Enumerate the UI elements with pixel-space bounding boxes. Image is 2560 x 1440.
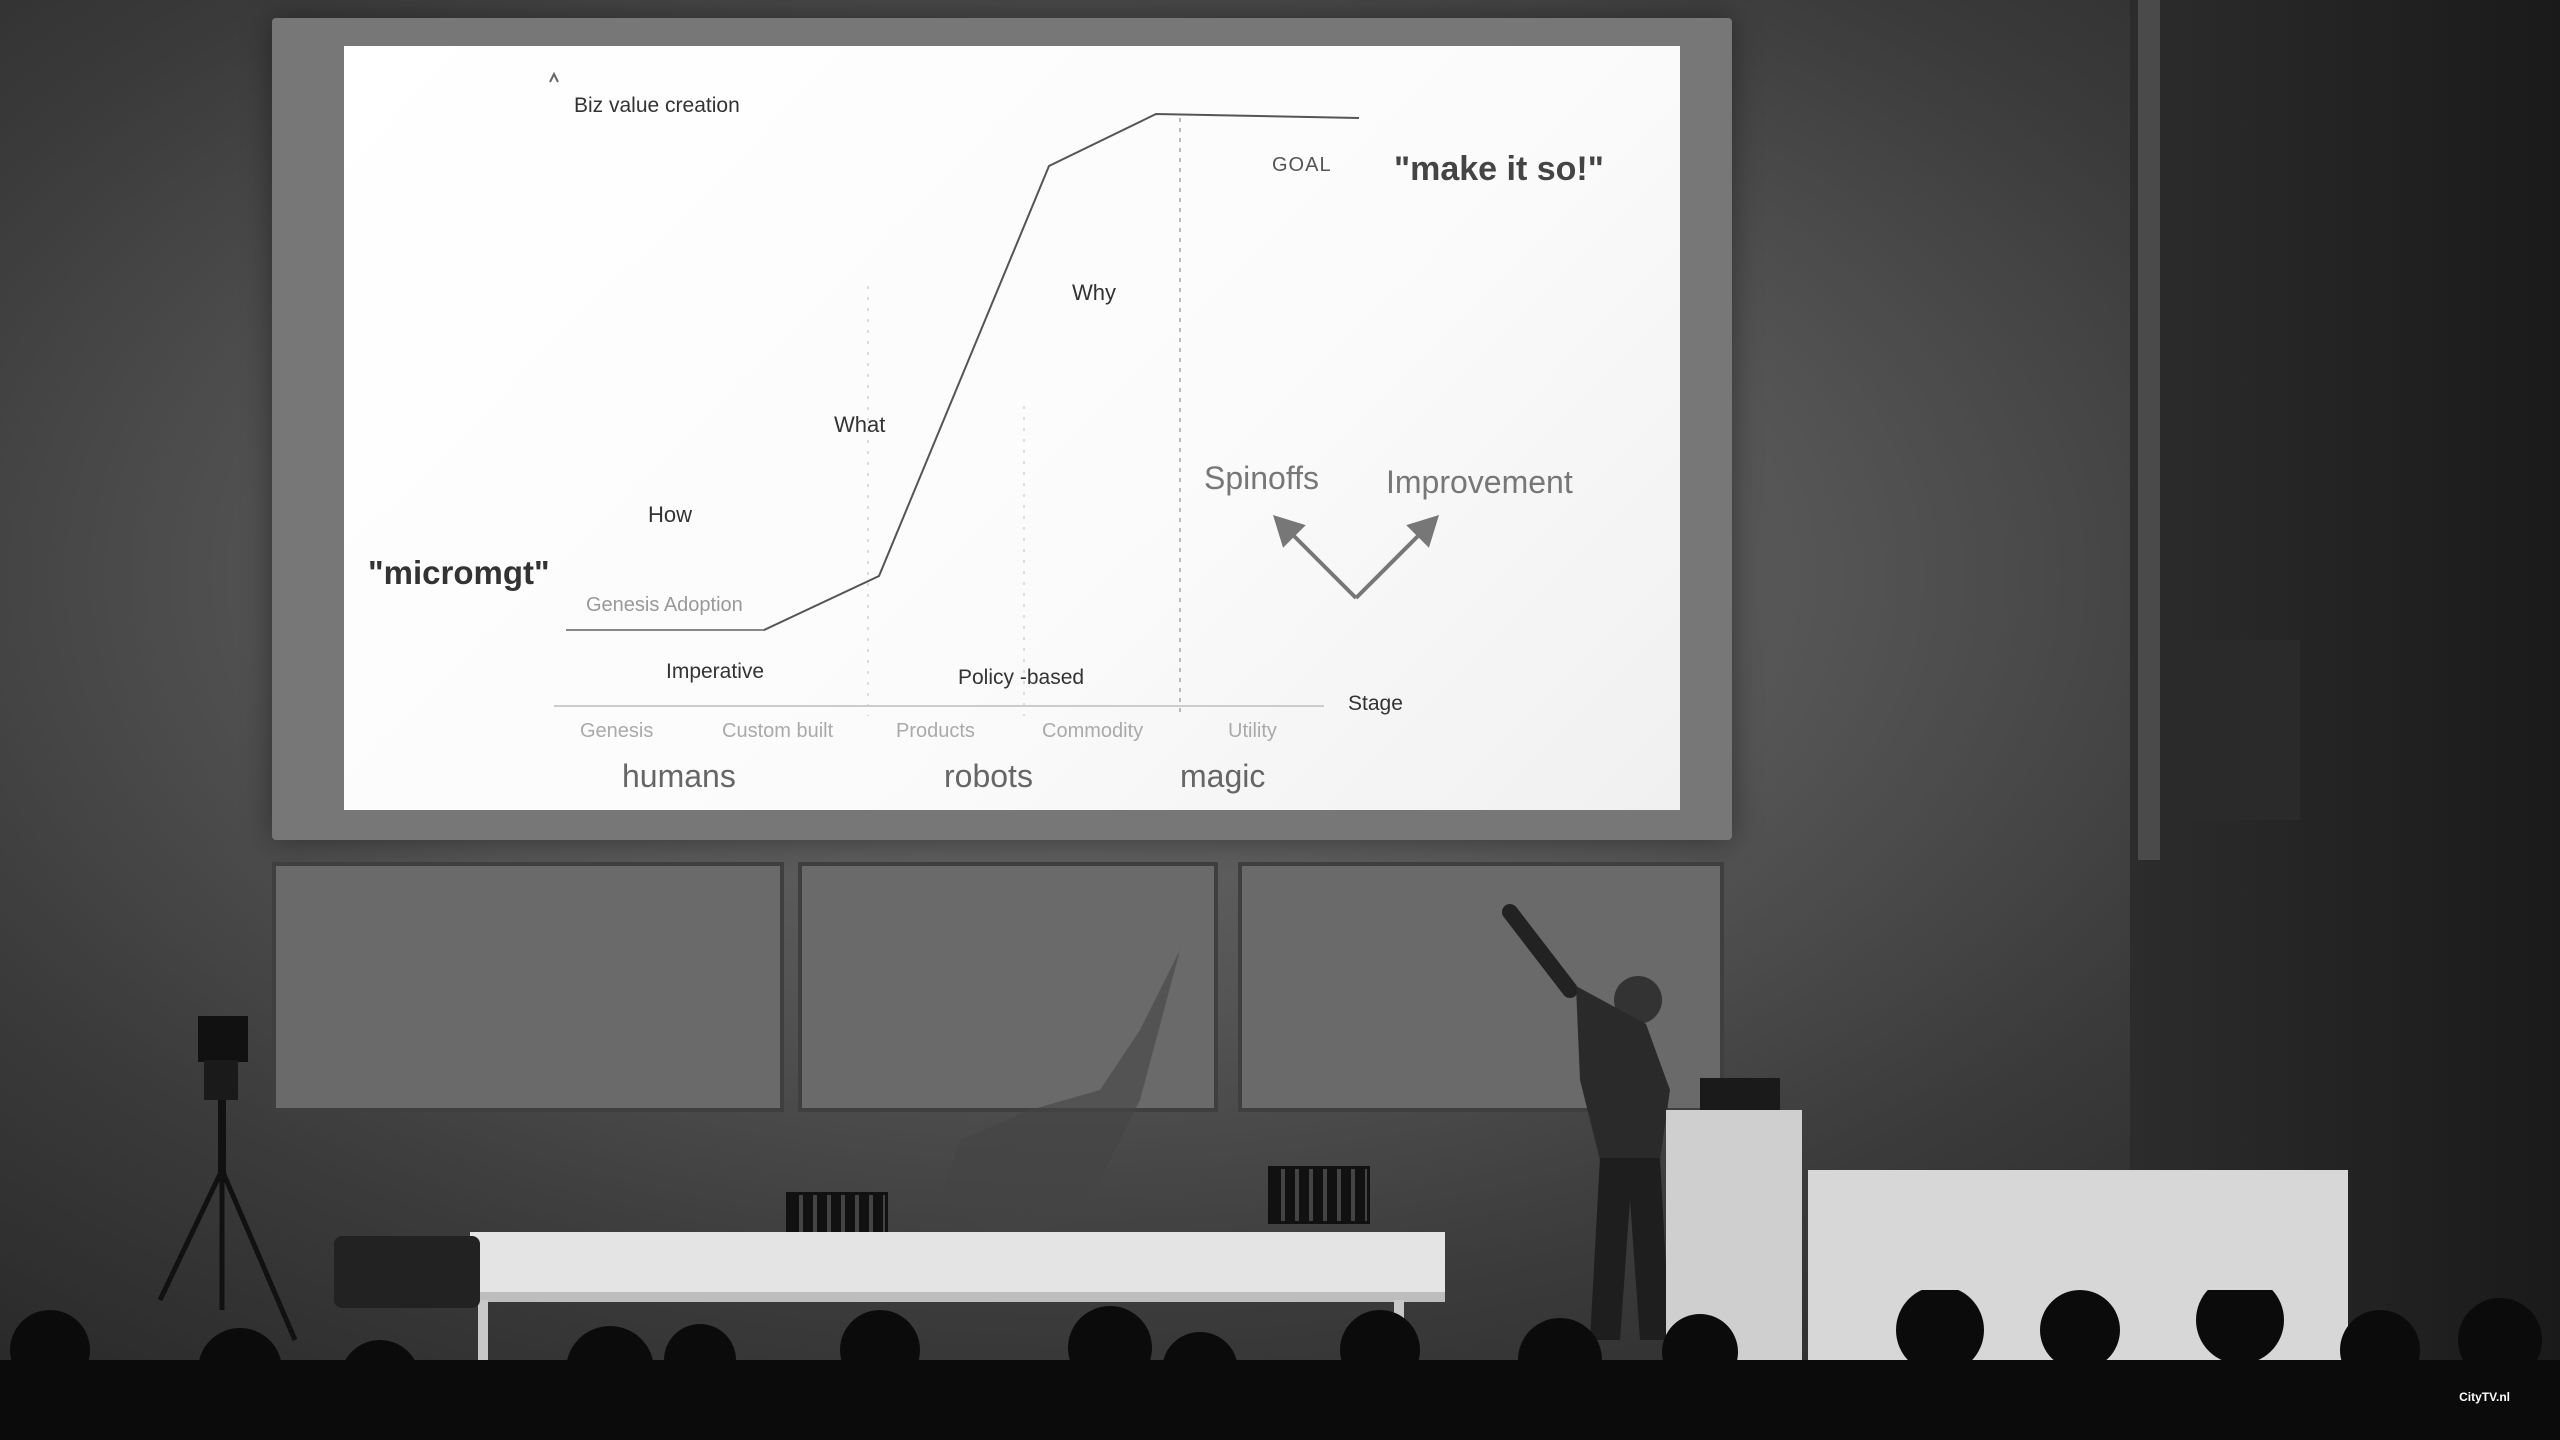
how-label: How <box>648 502 693 527</box>
group-humans-label: humans <box>622 758 736 794</box>
genesis-adoption-label: Genesis Adoption <box>586 594 743 616</box>
wall-panel <box>272 862 784 1112</box>
chair <box>1268 1166 1370 1224</box>
improvement-label: Improvement <box>1386 464 1573 500</box>
make-it-so-label: "make it so!" <box>1394 150 1604 188</box>
v-arrows <box>1272 514 1440 600</box>
micromgt-label: "micromgt" <box>368 554 550 591</box>
laptop <box>1700 1078 1780 1110</box>
policy-based-label: Policy -based <box>958 666 1085 689</box>
slide-drawing <box>549 71 1440 716</box>
projected-slide: Biz value creation GOAL "make it so!" Wh… <box>344 46 1680 810</box>
presenter-table <box>470 1232 1445 1302</box>
speaker-shadow <box>940 950 1180 1240</box>
evolution-curve <box>566 112 1360 631</box>
audience-silhouettes <box>0 1290 2560 1440</box>
y-axis-arrow <box>549 71 559 83</box>
stage-genesis-label: Genesis <box>580 720 654 742</box>
axis-label: Biz value creation <box>574 94 740 117</box>
stage-commodity-label: Commodity <box>1042 720 1144 742</box>
wall-panel <box>798 862 1218 1112</box>
imperative-label: Imperative <box>666 660 765 683</box>
why-label: Why <box>1072 280 1116 305</box>
goal-label: GOAL <box>1272 154 1332 176</box>
watermark: CityTV.nl <box>2459 1390 2510 1404</box>
stage-label: Stage <box>1348 692 1403 715</box>
camera-tripod <box>157 1016 298 1341</box>
spinoffs-label: Spinoffs <box>1204 460 1320 496</box>
group-magic-label: magic <box>1180 758 1266 794</box>
stage-utility-label: Utility <box>1228 720 1277 742</box>
group-robots-label: robots <box>944 758 1033 794</box>
what-label: What <box>834 412 886 437</box>
suitcase <box>334 1236 480 1308</box>
speaker <box>1502 904 1670 1340</box>
wall-pipe <box>2138 0 2160 860</box>
stage-products-label: Products <box>896 720 975 742</box>
wall-cabinet <box>2160 640 2300 820</box>
stage-custom-built-label: Custom built <box>722 720 834 742</box>
